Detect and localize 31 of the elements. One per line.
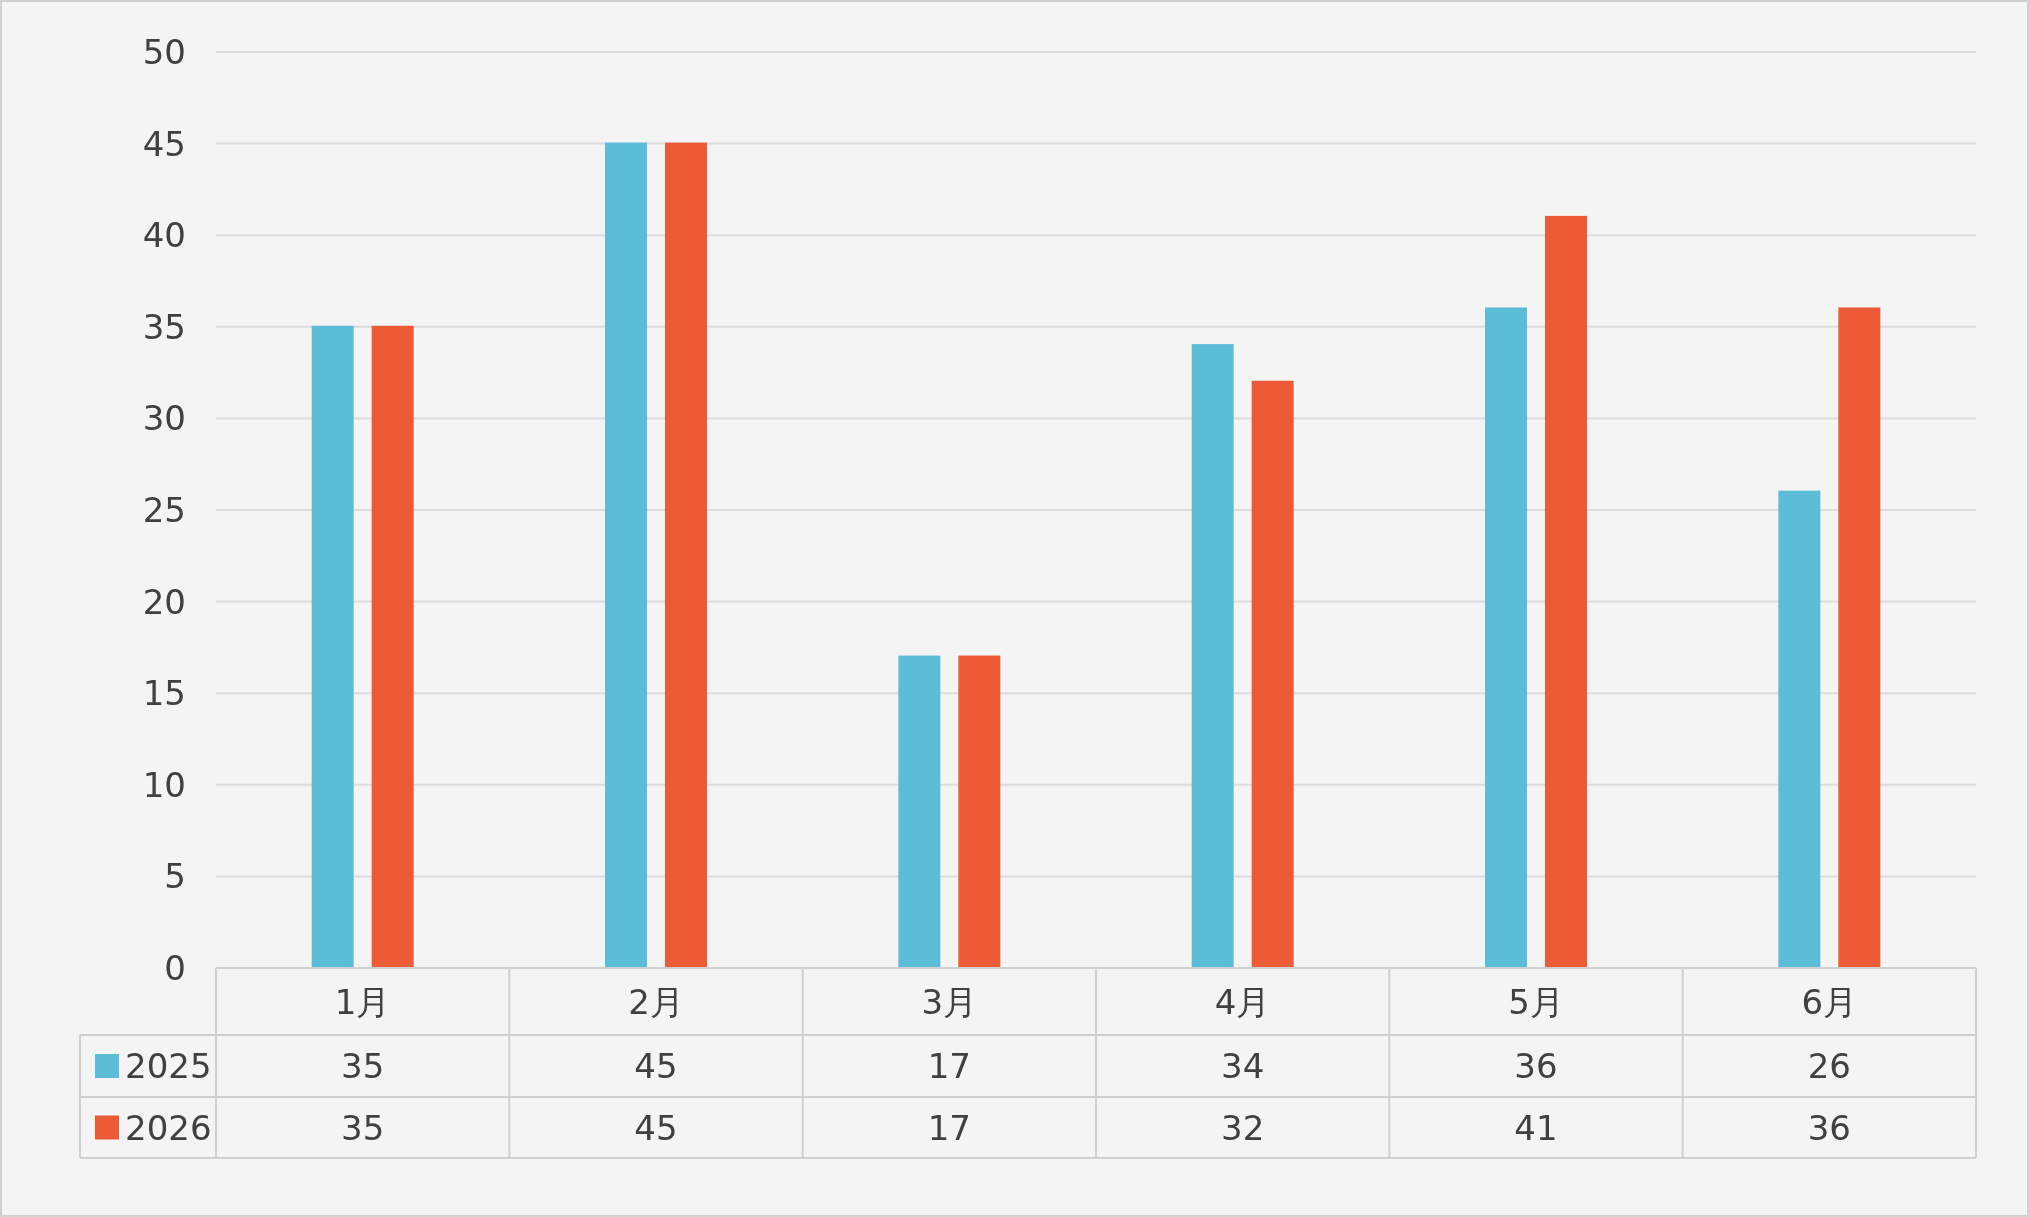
x-tick-label: 3月 [921,981,978,1022]
legend-label: 2025 [125,1046,212,1086]
data-label: 45 [634,1046,678,1086]
data-label: 34 [1221,1046,1265,1086]
x-tick-label: 6月 [1801,981,1858,1022]
data-label: 17 [927,1107,971,1148]
data-label: 35 [341,1046,385,1086]
y-tick-label: 40 [142,215,186,256]
data-label: 35 [341,1107,385,1148]
data-label: 17 [927,1046,971,1086]
y-tick-label: 15 [142,673,186,714]
y-tick-label: 25 [142,490,186,530]
legend-label: 2026 [125,1107,212,1148]
data-label: 45 [634,1107,678,1148]
data-label: 32 [1221,1107,1265,1148]
y-tick-label: 35 [142,306,186,347]
y-tick-label: 50 [142,32,186,72]
data-label: 36 [1807,1107,1851,1148]
y-tick-label: 45 [142,123,186,164]
data-label: 26 [1807,1046,1851,1086]
y-tick-label: 10 [142,764,186,805]
data-label: 41 [1514,1107,1558,1148]
x-tick-label: 2月 [628,981,684,1022]
y-tick-label: 20 [142,581,186,622]
y-tick-label: 5 [164,856,186,897]
x-tick-label: 4月 [1214,981,1271,1022]
x-tick-label: 5月 [1508,981,1564,1022]
y-tick-label: 30 [142,398,186,439]
y-tick-label: 0 [164,948,186,988]
x-tick-label: 1月 [334,981,391,1022]
data-label: 36 [1514,1046,1558,1086]
